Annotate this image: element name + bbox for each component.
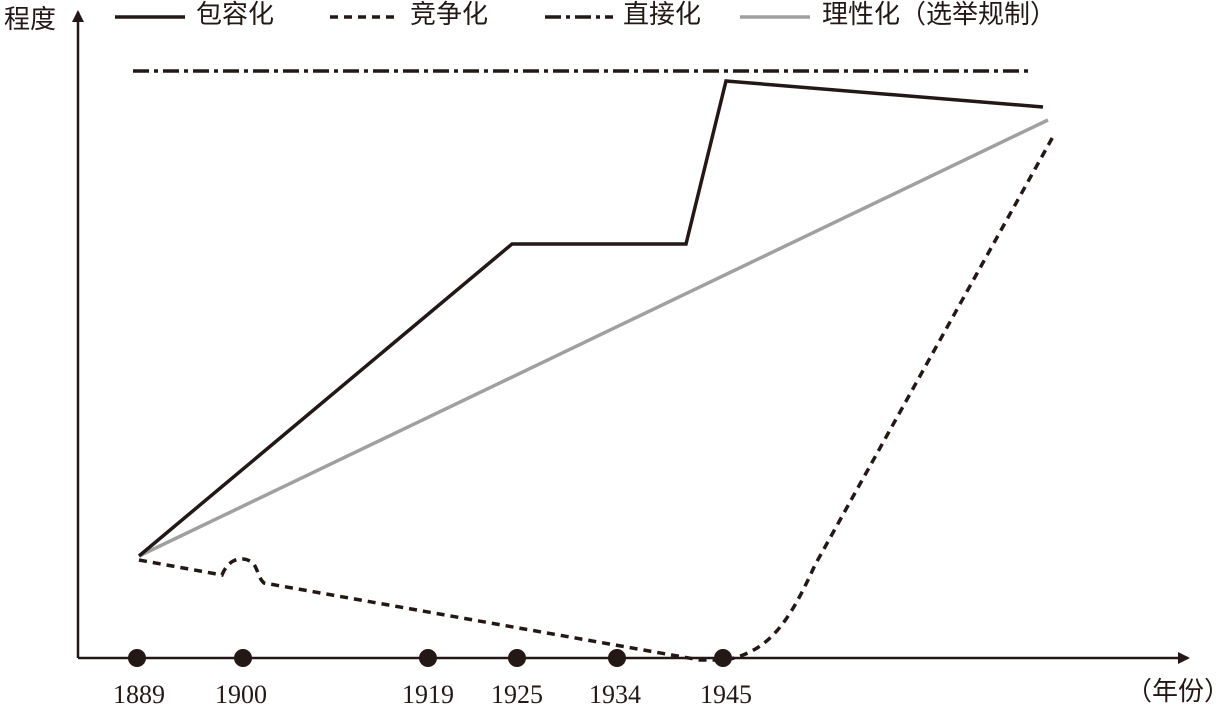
year-dot xyxy=(714,649,732,667)
year-label: 1889 xyxy=(113,680,165,709)
legend-label: 理性化（选举规制） xyxy=(822,0,1056,29)
year-dot xyxy=(419,649,437,667)
year-label: 1900 xyxy=(215,680,267,709)
year-dots xyxy=(128,649,732,667)
year-label: 1925 xyxy=(491,680,543,709)
legend: 包容化 竞争化 直接化 理性化（选举规制） xyxy=(115,0,1056,29)
year-dot xyxy=(508,649,526,667)
year-label: 1919 xyxy=(402,680,454,709)
x-axis-label: （年份） xyxy=(1126,677,1229,706)
legend-label: 包容化 xyxy=(196,0,274,29)
competitiveness-line xyxy=(138,132,1057,662)
year-label: 1945 xyxy=(700,680,752,709)
year-labels: 1889 1900 1919 1925 1934 1945 xyxy=(113,680,752,709)
legend-label: 竞争化 xyxy=(410,0,488,29)
year-dot xyxy=(128,649,146,667)
inclusiveness-line xyxy=(137,79,1044,558)
y-axis-label: 程度 xyxy=(4,5,56,34)
legend-label: 直接化 xyxy=(623,0,701,29)
year-dot xyxy=(234,649,252,667)
year-label: 1934 xyxy=(589,680,641,709)
rationalization-line xyxy=(138,118,1049,558)
year-dot xyxy=(608,649,626,667)
